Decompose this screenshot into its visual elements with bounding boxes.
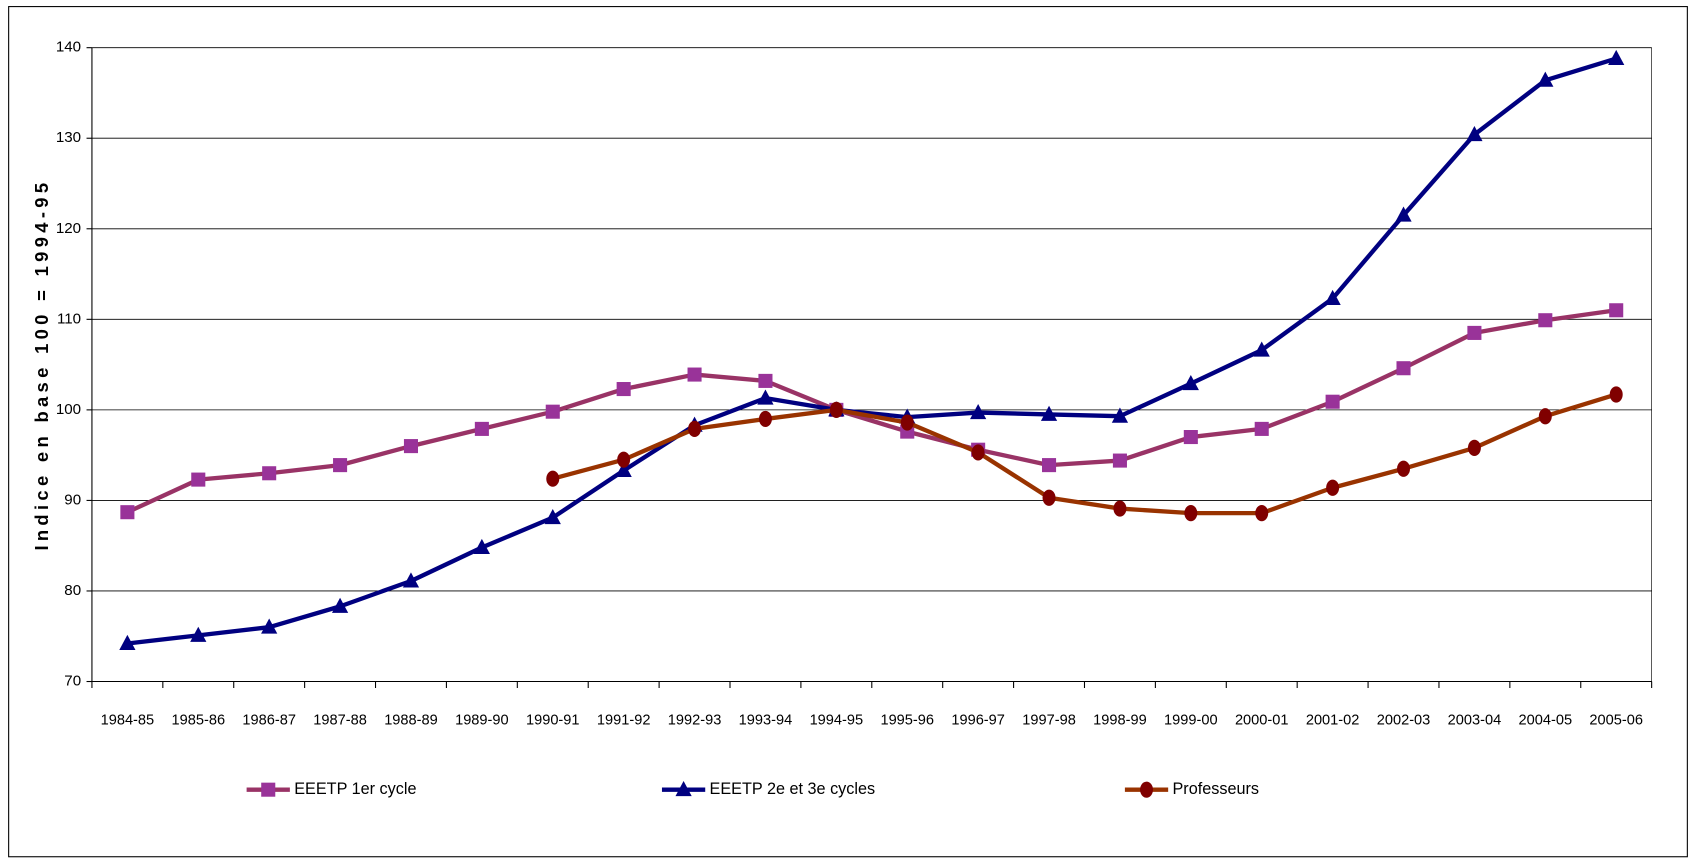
x-tick-label: 1998-99 bbox=[1093, 712, 1147, 728]
x-tick-label: 1990-91 bbox=[526, 712, 580, 728]
x-tick-label: 2001-02 bbox=[1306, 712, 1360, 728]
legend-marker bbox=[675, 781, 692, 797]
data-point bbox=[1040, 405, 1058, 421]
data-point bbox=[1184, 504, 1198, 522]
data-point bbox=[758, 410, 772, 428]
data-point bbox=[1397, 460, 1411, 477]
data-point bbox=[331, 597, 349, 613]
data-point bbox=[1182, 374, 1199, 391]
data-point bbox=[615, 461, 632, 478]
x-tick-label: 1988-89 bbox=[384, 712, 438, 728]
data-point bbox=[1253, 341, 1270, 357]
data-point bbox=[1325, 394, 1340, 409]
data-point bbox=[191, 472, 206, 487]
x-tick-label: 1995-96 bbox=[880, 712, 934, 728]
data-point bbox=[616, 382, 631, 397]
data-point bbox=[474, 421, 489, 436]
series-line bbox=[127, 56, 1617, 646]
data-point bbox=[1112, 453, 1127, 468]
data-point bbox=[1324, 289, 1341, 305]
data-point bbox=[758, 373, 773, 388]
legend-marker bbox=[261, 782, 276, 797]
data-point bbox=[403, 439, 419, 454]
y-axis-label: Indice en base 100 = 1994-95 bbox=[31, 179, 52, 551]
y-tick-label: 90 bbox=[64, 491, 81, 508]
data-point bbox=[1111, 407, 1129, 423]
data-point bbox=[1042, 489, 1056, 506]
data-point bbox=[544, 508, 561, 525]
x-tick-label: 2002-03 bbox=[1377, 712, 1431, 728]
data-point bbox=[617, 451, 631, 468]
data-point bbox=[970, 403, 987, 420]
x-tick-label: 1992-93 bbox=[668, 712, 722, 728]
data-point bbox=[261, 618, 278, 634]
data-point bbox=[262, 466, 277, 481]
y-tick-label: 120 bbox=[56, 220, 81, 237]
data-point bbox=[1466, 125, 1483, 142]
chart-frame bbox=[8, 6, 1688, 858]
data-point bbox=[1255, 504, 1269, 522]
data-point bbox=[900, 414, 914, 431]
x-tick-label: 1991-92 bbox=[597, 712, 651, 728]
data-point bbox=[1254, 421, 1269, 436]
legend-marker bbox=[1140, 781, 1154, 798]
y-tick-label: 80 bbox=[64, 582, 81, 599]
data-point bbox=[1538, 408, 1552, 425]
x-tick-label: 1984-85 bbox=[101, 712, 155, 728]
data-point bbox=[829, 401, 843, 418]
x-tick-label: 1987-88 bbox=[313, 712, 367, 728]
data-point bbox=[473, 538, 490, 554]
series-line bbox=[552, 392, 1617, 516]
x-tick-label: 2004-05 bbox=[1519, 712, 1573, 728]
x-tick-label: 2003-04 bbox=[1448, 712, 1502, 728]
data-point bbox=[1609, 386, 1623, 403]
data-point bbox=[1537, 71, 1554, 87]
data-point bbox=[1538, 313, 1553, 328]
data-point bbox=[1183, 430, 1198, 445]
legend-label: EEETP 2e et 3e cycles bbox=[710, 780, 876, 798]
data-point bbox=[546, 470, 560, 487]
legend-label: Professeurs bbox=[1172, 780, 1259, 798]
y-tick-label: 130 bbox=[56, 129, 81, 146]
x-tick-label: 1986-87 bbox=[242, 712, 296, 728]
x-tick-label: 1994-95 bbox=[810, 712, 864, 728]
legend-label: EEETP 1er cycle bbox=[294, 780, 416, 798]
x-tick-label: 2005-06 bbox=[1589, 712, 1643, 728]
data-point bbox=[333, 458, 348, 473]
data-point bbox=[402, 572, 420, 588]
data-point bbox=[119, 634, 136, 650]
x-tick-label: 1999-00 bbox=[1164, 712, 1218, 728]
data-point bbox=[545, 404, 560, 419]
x-tick-label: 1985-86 bbox=[172, 712, 226, 728]
x-tick-label: 1996-97 bbox=[951, 712, 1005, 728]
data-point bbox=[757, 389, 774, 405]
data-point bbox=[190, 626, 207, 642]
data-point bbox=[1467, 325, 1482, 340]
data-point bbox=[1113, 500, 1127, 517]
series-line bbox=[126, 308, 1617, 515]
data-point bbox=[1395, 206, 1412, 222]
data-point bbox=[971, 444, 985, 461]
data-point bbox=[687, 367, 702, 382]
data-point bbox=[120, 505, 135, 520]
data-point bbox=[1042, 458, 1057, 473]
x-tick-label: 1997-98 bbox=[1022, 712, 1076, 728]
data-point bbox=[1467, 439, 1481, 457]
data-point bbox=[1609, 303, 1624, 318]
data-point bbox=[1326, 479, 1340, 496]
data-point bbox=[688, 420, 702, 438]
x-tick-label: 1993-94 bbox=[739, 712, 793, 728]
data-point bbox=[1608, 49, 1625, 66]
y-tick-label: 140 bbox=[56, 39, 81, 56]
data-point bbox=[1396, 361, 1411, 376]
y-tick-label: 70 bbox=[64, 673, 81, 690]
x-tick-label: 1989-90 bbox=[455, 712, 509, 728]
x-tick-label: 2000-01 bbox=[1235, 712, 1289, 728]
y-tick-label: 100 bbox=[56, 401, 81, 418]
y-tick-label: 110 bbox=[57, 310, 81, 327]
